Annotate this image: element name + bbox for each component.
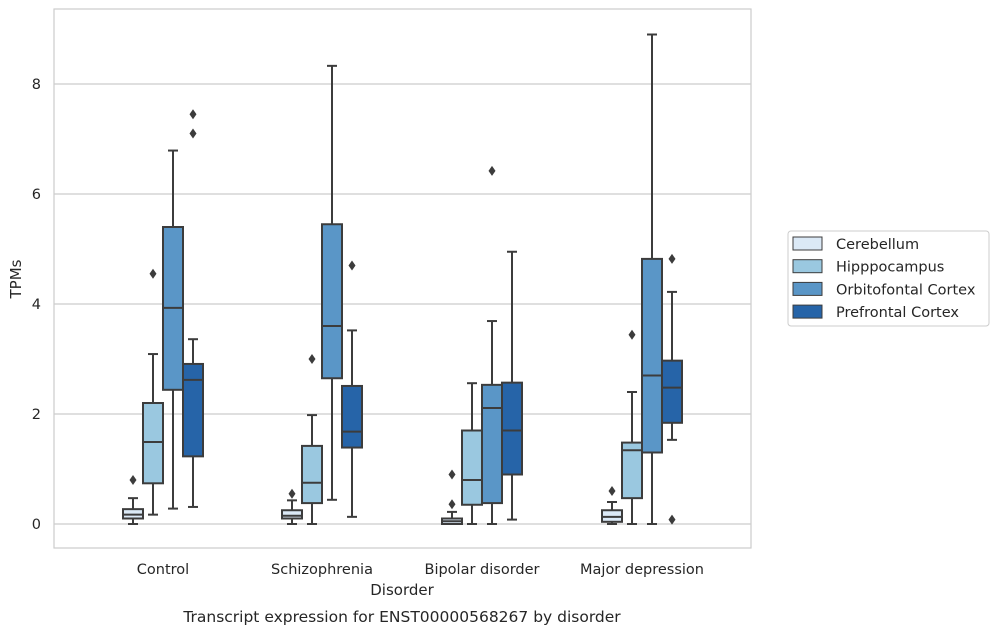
- y-tick-label: 2: [32, 407, 41, 423]
- box-body: [621, 441, 643, 500]
- box-body: [461, 429, 483, 506]
- box-body: [661, 359, 683, 424]
- legend-label: Orbitofontal Cortex: [836, 282, 976, 298]
- x-tick-label: Bipolar disorder: [425, 562, 540, 578]
- box-body: [321, 223, 343, 380]
- y-axis-label: TPMs: [7, 259, 25, 299]
- y-tick-labels: 0 2 4 6 8: [32, 77, 41, 533]
- box-body: [501, 381, 523, 476]
- box-2-0: [441, 469, 463, 525]
- outlier-point: [348, 260, 356, 271]
- box-1-1: [301, 354, 323, 525]
- legend-label: Hipppocampus: [836, 260, 944, 276]
- outlier-point: [668, 514, 676, 525]
- x-tick-label: Major depression: [580, 562, 704, 578]
- box-2-3: [501, 250, 523, 521]
- legend-swatch: [792, 304, 823, 319]
- outlier-point: [608, 486, 616, 496]
- legend: Cerebellum Hipppocampus Orbitofontal Corte…: [787, 230, 990, 327]
- box-body: [641, 257, 663, 454]
- legend-label: Cerebellum: [836, 237, 919, 253]
- outlier-point: [448, 499, 456, 510]
- box-2-2: [481, 165, 503, 525]
- x-axis-label: Disorder: [370, 581, 434, 599]
- x-tick-label: Schizophrenia: [271, 562, 373, 578]
- outlier-point: [288, 488, 296, 499]
- legend-swatch: [792, 259, 823, 274]
- outlier-point: [668, 253, 676, 264]
- chart-caption: Transcript expression for ENST0000056826…: [182, 608, 621, 626]
- y-tick-label: 6: [32, 187, 41, 203]
- box-0-1: [142, 268, 164, 516]
- y-tick-label: 8: [32, 77, 41, 93]
- legend-label: Prefrontal Cortex: [836, 305, 959, 321]
- box-body: [281, 509, 303, 520]
- box-series: [122, 33, 683, 525]
- x-tick-labels: Control Schizophrenia Bipolar disorder Majo…: [137, 562, 704, 578]
- box-0-2: [162, 149, 184, 510]
- y-tick-label: 4: [32, 297, 41, 313]
- box-body: [481, 383, 503, 505]
- legend-swatch: [792, 236, 823, 251]
- box-1-2: [321, 64, 343, 501]
- box-0-0: [122, 475, 144, 525]
- box-1-0: [281, 488, 303, 525]
- box-3-2: [641, 33, 663, 525]
- box-3-1: [621, 329, 643, 525]
- y-tick-label: 0: [32, 517, 41, 533]
- outlier-point: [628, 329, 636, 340]
- outlier-point: [189, 109, 197, 120]
- outlier-point: [488, 165, 496, 176]
- box-body: [341, 384, 363, 449]
- box-3-0: [601, 486, 623, 525]
- x-tick-label: Control: [137, 562, 189, 578]
- outlier-point: [308, 354, 316, 364]
- outlier-point: [149, 268, 157, 279]
- box-body: [142, 402, 164, 485]
- legend-swatch: [792, 281, 823, 296]
- legend-frame: [787, 230, 990, 327]
- outlier-point: [189, 128, 197, 139]
- box-0-3: [182, 109, 204, 508]
- outlier-point: [129, 475, 137, 485]
- box-3-3: [661, 253, 683, 525]
- box-1-3: [341, 260, 363, 518]
- outlier-point: [448, 469, 456, 480]
- box-body: [182, 362, 204, 458]
- box-body: [301, 444, 323, 505]
